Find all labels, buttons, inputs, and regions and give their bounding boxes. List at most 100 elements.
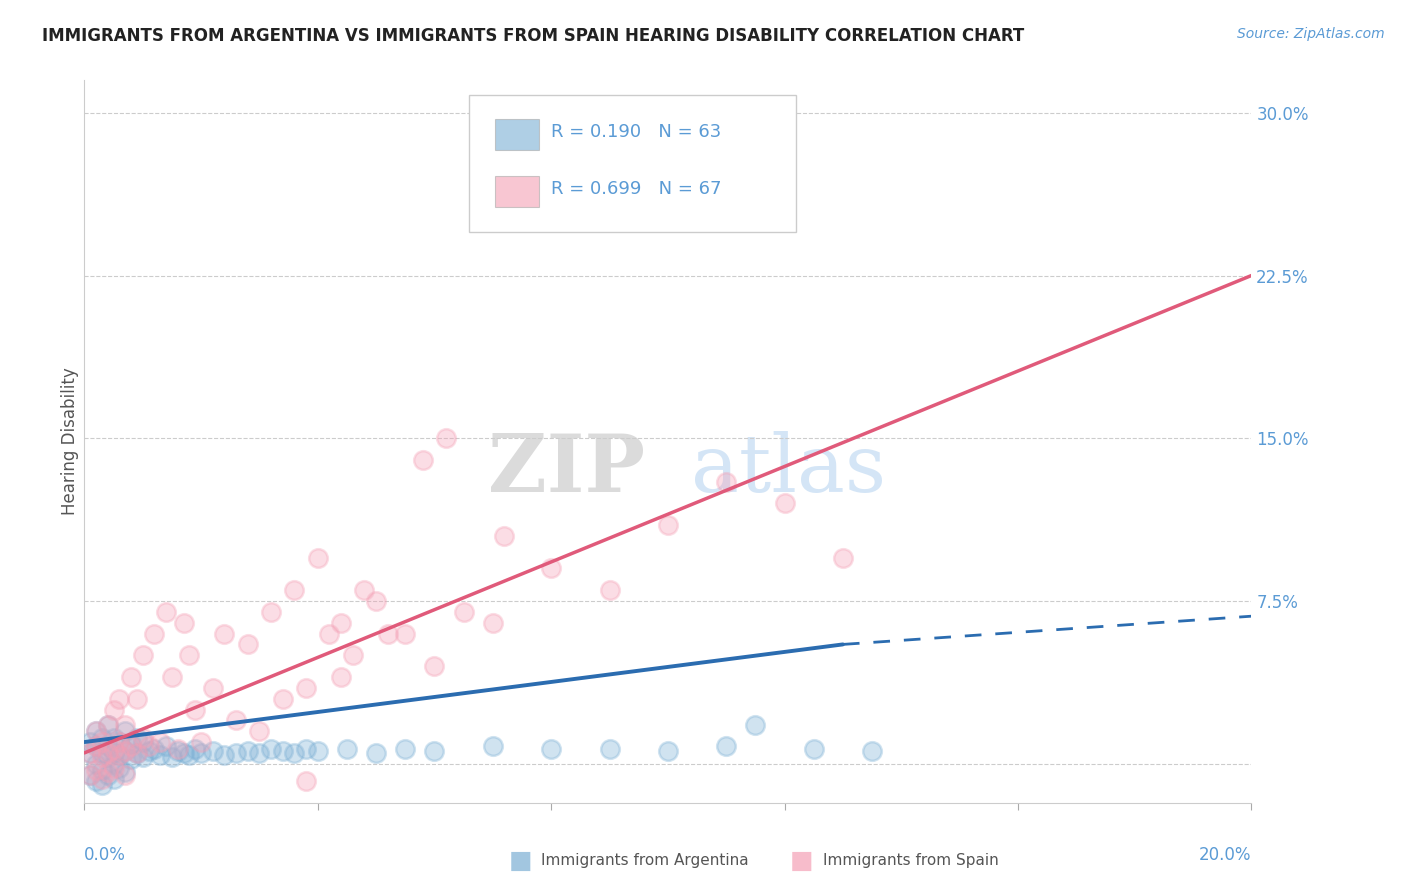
Point <box>366 746 388 760</box>
Point <box>103 731 125 745</box>
Point <box>79 746 101 760</box>
Point <box>103 761 125 775</box>
Point <box>599 583 621 598</box>
Point <box>330 670 353 684</box>
Point <box>114 765 136 780</box>
Point <box>97 765 120 780</box>
Point <box>716 475 738 489</box>
Point <box>90 735 112 749</box>
Point <box>90 779 112 793</box>
Point <box>90 772 112 786</box>
Point <box>132 750 155 764</box>
Point <box>423 659 446 673</box>
Point <box>97 746 120 760</box>
Text: Immigrants from Argentina: Immigrants from Argentina <box>541 854 749 868</box>
Point <box>138 744 160 758</box>
Point <box>103 746 125 760</box>
Point <box>803 741 825 756</box>
Point <box>84 756 107 771</box>
Point <box>84 774 107 789</box>
Point <box>434 431 457 445</box>
Point <box>353 583 375 598</box>
Point <box>342 648 364 663</box>
Point <box>103 702 125 716</box>
Point <box>97 717 120 731</box>
Point <box>179 648 201 663</box>
Point <box>283 583 305 598</box>
Point <box>201 681 224 695</box>
Point <box>108 747 131 762</box>
Point <box>114 744 136 758</box>
Point <box>744 717 766 731</box>
Point <box>79 767 101 781</box>
Point <box>97 750 120 764</box>
Point <box>336 741 359 756</box>
Text: Source: ZipAtlas.com: Source: ZipAtlas.com <box>1237 27 1385 41</box>
Point <box>84 739 107 754</box>
Point <box>97 767 120 781</box>
Point <box>249 746 271 760</box>
Point <box>295 774 318 789</box>
Point <box>295 741 318 756</box>
Point <box>184 702 207 716</box>
Point <box>716 739 738 754</box>
Point <box>132 731 155 745</box>
Point <box>173 746 195 760</box>
Point <box>103 756 125 771</box>
Text: ■: ■ <box>509 849 531 872</box>
Point <box>173 615 195 630</box>
Point <box>84 739 107 754</box>
Point <box>79 767 101 781</box>
Point <box>249 724 271 739</box>
Text: ZIP: ZIP <box>488 432 644 509</box>
Bar <box>495 120 540 150</box>
Point <box>97 717 120 731</box>
Point <box>283 746 305 760</box>
Point <box>494 529 516 543</box>
Point <box>540 741 562 756</box>
Point <box>366 594 388 608</box>
Point <box>330 615 353 630</box>
Point <box>236 744 259 758</box>
Point <box>318 626 340 640</box>
Point <box>120 739 142 754</box>
Point <box>84 764 107 778</box>
Point <box>125 731 148 745</box>
Point <box>394 626 416 640</box>
Point <box>184 741 207 756</box>
Point <box>214 747 236 762</box>
Point <box>108 735 131 749</box>
Point <box>453 605 475 619</box>
Point <box>155 605 177 619</box>
Point <box>120 670 142 684</box>
Point <box>90 731 112 745</box>
Point <box>160 750 183 764</box>
Point <box>79 746 101 760</box>
Point <box>108 747 131 762</box>
Point <box>90 746 112 760</box>
Point <box>236 637 259 651</box>
Point <box>773 496 796 510</box>
Point <box>155 739 177 754</box>
Point <box>125 746 148 760</box>
Point <box>84 724 107 739</box>
Point <box>482 739 505 754</box>
Point <box>179 747 201 762</box>
Point <box>260 605 283 619</box>
Point <box>394 741 416 756</box>
Point <box>132 648 155 663</box>
Point <box>84 724 107 739</box>
Point <box>90 764 112 778</box>
Point <box>423 744 446 758</box>
Point <box>149 747 172 762</box>
Point <box>114 724 136 739</box>
Point <box>482 615 505 630</box>
Point <box>108 691 131 706</box>
Point <box>271 691 294 706</box>
Point <box>166 744 188 758</box>
Point <box>114 744 136 758</box>
Point <box>103 741 125 756</box>
Point <box>79 735 101 749</box>
Point <box>832 550 855 565</box>
Point <box>860 744 883 758</box>
